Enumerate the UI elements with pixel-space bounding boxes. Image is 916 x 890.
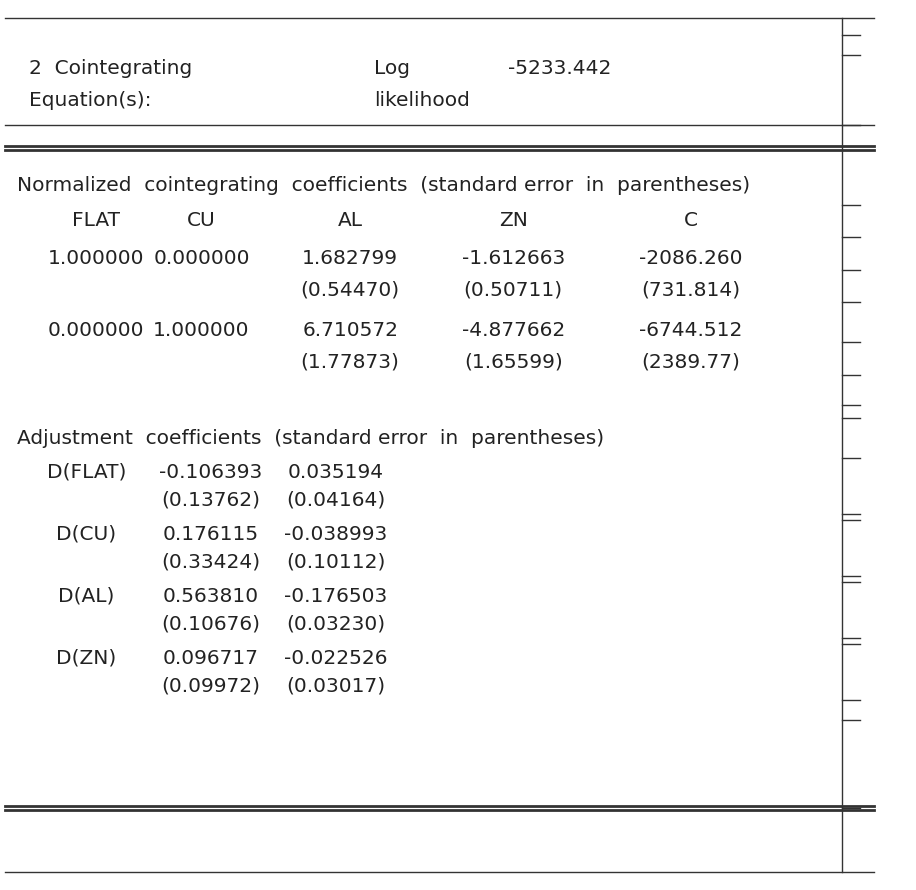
Text: -2086.260: -2086.260 (639, 248, 743, 268)
Text: Adjustment  coefficients  (standard error  in  parentheses): Adjustment coefficients (standard error … (17, 428, 605, 448)
Text: (0.04164): (0.04164) (286, 490, 386, 509)
Text: 1.000000: 1.000000 (48, 248, 144, 268)
Text: 0.000000: 0.000000 (153, 248, 250, 268)
Text: likelihood: likelihood (374, 91, 470, 109)
Text: (0.03230): (0.03230) (286, 614, 386, 634)
Text: (1.77873): (1.77873) (300, 352, 399, 371)
Text: C: C (683, 211, 698, 230)
Text: -4.877662: -4.877662 (462, 320, 565, 339)
Text: (0.50711): (0.50711) (463, 280, 562, 300)
Text: (0.54470): (0.54470) (300, 280, 399, 300)
Text: D(FLAT): D(FLAT) (47, 463, 126, 481)
Text: 2  Cointegrating: 2 Cointegrating (28, 59, 192, 77)
Text: 0.176115: 0.176115 (163, 524, 259, 544)
Text: (0.13762): (0.13762) (161, 490, 260, 509)
Text: -5233.442: -5233.442 (508, 59, 612, 77)
Text: 0.035194: 0.035194 (288, 463, 384, 481)
Text: (731.814): (731.814) (641, 280, 740, 300)
Text: 1.000000: 1.000000 (153, 320, 250, 339)
Text: -0.038993: -0.038993 (284, 524, 387, 544)
Text: 6.710572: 6.710572 (302, 320, 398, 339)
Text: CU: CU (187, 211, 216, 230)
Text: D(AL): D(AL) (58, 587, 114, 605)
Text: -1.612663: -1.612663 (462, 248, 565, 268)
Text: (2389.77): (2389.77) (641, 352, 740, 371)
Text: Equation(s):: Equation(s): (28, 91, 151, 109)
Text: Normalized  cointegrating  coefficients  (standard error  in  parentheses): Normalized cointegrating coefficients (s… (17, 175, 750, 195)
Text: D(CU): D(CU) (56, 524, 116, 544)
Text: -0.106393: -0.106393 (159, 463, 263, 481)
Text: 1.682799: 1.682799 (302, 248, 398, 268)
Text: -6744.512: -6744.512 (639, 320, 743, 339)
Text: 0.000000: 0.000000 (48, 320, 144, 339)
Text: -0.022526: -0.022526 (284, 649, 387, 668)
Text: (0.10112): (0.10112) (286, 553, 386, 571)
Text: FLAT: FLAT (72, 211, 120, 230)
Text: AL: AL (338, 211, 363, 230)
Text: (1.65599): (1.65599) (463, 352, 562, 371)
Text: (0.33424): (0.33424) (161, 553, 261, 571)
Text: 0.096717: 0.096717 (163, 649, 259, 668)
Text: (0.09972): (0.09972) (161, 676, 260, 695)
Text: (0.03017): (0.03017) (286, 676, 386, 695)
Text: (0.10676): (0.10676) (161, 614, 260, 634)
Text: D(ZN): D(ZN) (56, 649, 116, 668)
Text: Log: Log (374, 59, 410, 77)
Text: 0.563810: 0.563810 (163, 587, 259, 605)
Text: -0.176503: -0.176503 (284, 587, 387, 605)
Text: ZN: ZN (499, 211, 528, 230)
